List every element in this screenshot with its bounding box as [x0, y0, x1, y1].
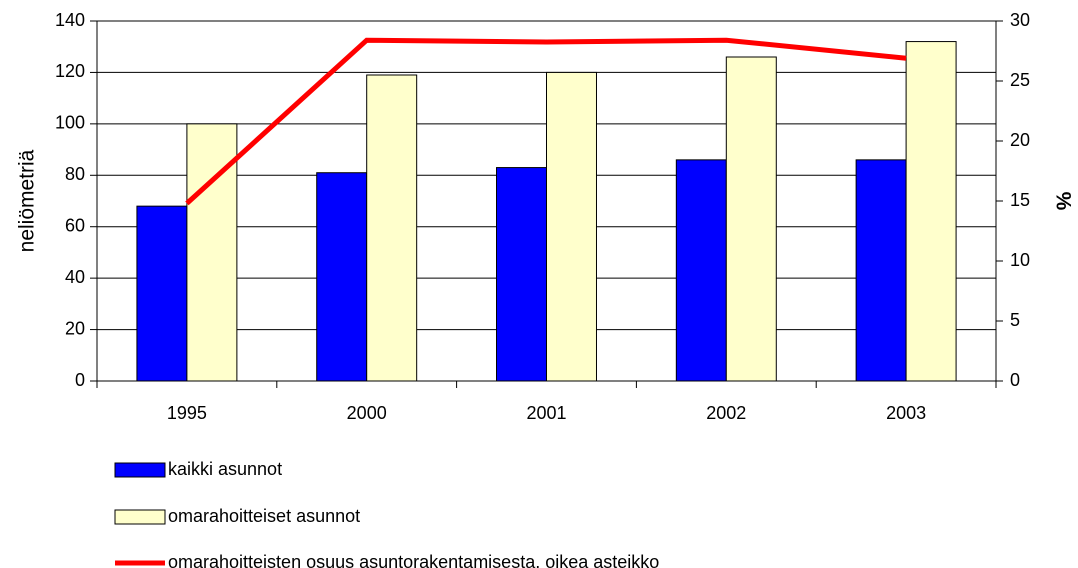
bar	[905, 41, 957, 382]
y2-tick-label: 30	[1010, 10, 1030, 30]
legend-swatch	[114, 462, 166, 478]
bar	[725, 56, 777, 382]
y-tick-label: 120	[55, 61, 85, 81]
line-series	[185, 37, 907, 206]
bar	[546, 71, 597, 382]
x-tick-label: 2000	[347, 403, 387, 423]
y-tick-label: 140	[55, 10, 85, 30]
y2-tick-label: 0	[1010, 370, 1020, 390]
legend-swatch	[114, 509, 166, 525]
bar	[675, 159, 727, 382]
y-tick-label: 20	[65, 318, 85, 338]
y-tick-label: 40	[65, 267, 85, 287]
bar	[855, 159, 907, 382]
y-tick-label: 60	[65, 215, 85, 235]
y-tick-label: 100	[55, 113, 85, 133]
y2-axis-label: %	[1051, 192, 1074, 211]
y2-tick-label: 10	[1010, 250, 1030, 270]
x-tick-label: 1995	[167, 403, 207, 423]
y2-tick-label: 5	[1010, 310, 1020, 330]
y2-tick-label: 25	[1010, 70, 1030, 90]
legend-label: kaikki asunnot	[168, 459, 282, 479]
legend-label: omarahoitteiset asunnot	[168, 506, 360, 526]
y2-tick-label: 15	[1010, 190, 1030, 210]
x-tick-label: 2002	[706, 403, 746, 423]
legend-label: omarahoitteisten osuus asuntorakentamise…	[168, 552, 659, 568]
y-axis-label: neliömetriä	[16, 149, 39, 252]
y-tick-label: 80	[65, 164, 85, 184]
bar	[136, 205, 188, 382]
bar	[366, 74, 418, 382]
bar	[316, 172, 368, 382]
bar	[496, 167, 547, 382]
y-tick-label: 0	[75, 370, 85, 390]
y2-tick-label: 20	[1010, 130, 1030, 150]
x-tick-label: 2003	[886, 403, 926, 423]
x-tick-label: 2001	[526, 403, 566, 423]
